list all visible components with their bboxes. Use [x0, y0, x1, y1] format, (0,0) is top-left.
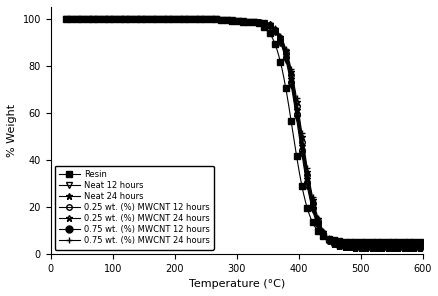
0.75 wt. (%) MWCNT 12 hours: [419, 246, 424, 250]
0.25 wt. (%) MWCNT 24 hours: [279, 40, 285, 44]
0.75 wt. (%) MWCNT 24 hours: [279, 39, 285, 42]
0.25 wt. (%) MWCNT 12 hours: [85, 17, 90, 20]
0.75 wt. (%) MWCNT 24 hours: [290, 79, 295, 82]
0.75 wt. (%) MWCNT 24 hours: [85, 17, 90, 20]
0.25 wt. (%) MWCNT 24 hours: [85, 17, 90, 20]
Resin: [333, 239, 339, 242]
0.75 wt. (%) MWCNT 12 hours: [270, 27, 276, 31]
Resin: [270, 38, 276, 41]
0.75 wt. (%) MWCNT 12 hours: [333, 243, 339, 247]
Neat 24 hours: [419, 246, 424, 250]
Neat 12 hours: [64, 17, 69, 20]
Neat 24 hours: [333, 243, 339, 247]
0.75 wt. (%) MWCNT 12 hours: [279, 45, 285, 49]
Resin: [279, 70, 285, 74]
0.25 wt. (%) MWCNT 24 hours: [290, 82, 295, 86]
0.75 wt. (%) MWCNT 24 hours: [64, 17, 69, 20]
0.25 wt. (%) MWCNT 12 hours: [270, 26, 276, 29]
0.75 wt. (%) MWCNT 12 hours: [85, 17, 90, 20]
0.25 wt. (%) MWCNT 24 hours: [270, 25, 276, 29]
Resin: [85, 17, 90, 20]
Resin: [64, 17, 69, 20]
0.25 wt. (%) MWCNT 24 hours: [333, 243, 339, 246]
0.25 wt. (%) MWCNT 12 hours: [370, 246, 375, 250]
0.75 wt. (%) MWCNT 24 hours: [370, 246, 375, 250]
Neat 12 hours: [290, 96, 295, 100]
Line: Neat 24 hours: Neat 24 hours: [63, 15, 425, 251]
Y-axis label: % Weight: % Weight: [7, 104, 17, 157]
0.75 wt. (%) MWCNT 24 hours: [333, 242, 339, 246]
0.75 wt. (%) MWCNT 12 hours: [290, 93, 295, 96]
0.25 wt. (%) MWCNT 12 hours: [64, 17, 69, 20]
Neat 24 hours: [64, 17, 69, 20]
Line: 0.75 wt. (%) MWCNT 12 hours: 0.75 wt. (%) MWCNT 12 hours: [63, 16, 425, 251]
Line: 0.25 wt. (%) MWCNT 24 hours: 0.25 wt. (%) MWCNT 24 hours: [63, 15, 425, 251]
Line: 0.25 wt. (%) MWCNT 12 hours: 0.25 wt. (%) MWCNT 12 hours: [63, 16, 425, 251]
Neat 12 hours: [270, 28, 276, 31]
0.75 wt. (%) MWCNT 24 hours: [419, 246, 424, 250]
0.75 wt. (%) MWCNT 12 hours: [370, 246, 375, 250]
0.25 wt. (%) MWCNT 24 hours: [419, 246, 424, 250]
0.75 wt. (%) MWCNT 24 hours: [270, 25, 276, 28]
0.25 wt. (%) MWCNT 12 hours: [290, 86, 295, 89]
0.25 wt. (%) MWCNT 24 hours: [64, 17, 69, 20]
Neat 24 hours: [270, 27, 276, 30]
Resin: [290, 134, 295, 137]
Line: Resin: Resin: [63, 16, 425, 245]
Neat 12 hours: [85, 17, 90, 20]
Resin: [370, 240, 375, 244]
Line: Neat 12 hours: Neat 12 hours: [63, 16, 425, 251]
Neat 12 hours: [333, 244, 339, 247]
X-axis label: Temperature (°C): Temperature (°C): [188, 279, 284, 289]
Neat 12 hours: [419, 246, 424, 250]
Neat 24 hours: [85, 17, 90, 20]
Legend: Resin, Neat 12 hours, Neat 24 hours, 0.25 wt. (%) MWCNT 12 hours, 0.25 wt. (%) M: Resin, Neat 12 hours, Neat 24 hours, 0.2…: [55, 166, 213, 250]
Neat 24 hours: [370, 246, 375, 250]
Neat 12 hours: [370, 246, 375, 250]
Resin: [419, 240, 424, 244]
0.25 wt. (%) MWCNT 12 hours: [333, 243, 339, 246]
Neat 24 hours: [290, 89, 295, 93]
0.75 wt. (%) MWCNT 12 hours: [64, 17, 69, 20]
Neat 24 hours: [279, 44, 285, 47]
0.25 wt. (%) MWCNT 12 hours: [279, 42, 285, 45]
0.25 wt. (%) MWCNT 24 hours: [370, 246, 375, 250]
Neat 12 hours: [279, 47, 285, 51]
0.25 wt. (%) MWCNT 12 hours: [419, 246, 424, 250]
Line: 0.75 wt. (%) MWCNT 24 hours: 0.75 wt. (%) MWCNT 24 hours: [63, 15, 425, 251]
